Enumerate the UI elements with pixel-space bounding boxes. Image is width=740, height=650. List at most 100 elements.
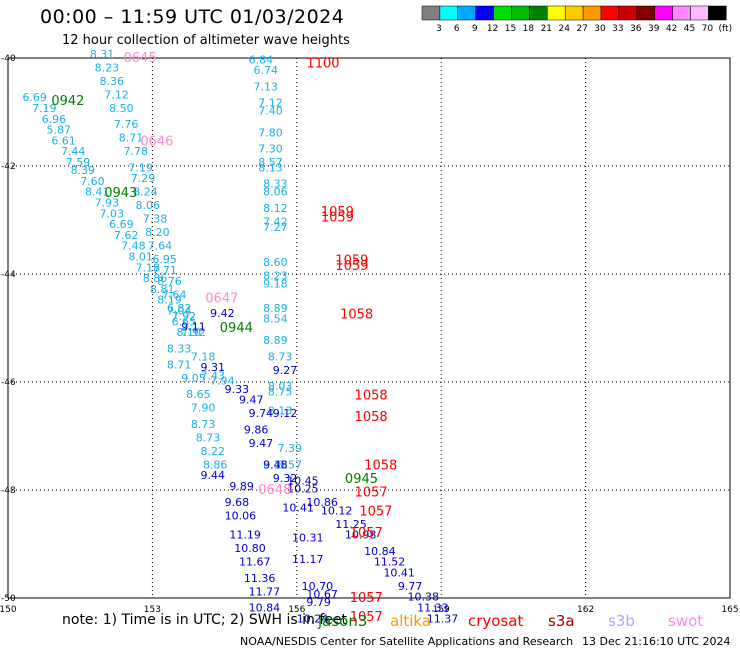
wave-height-value: 11.52 (374, 556, 406, 569)
wave-height-value: 11.25 (335, 518, 367, 531)
pass-time-label: 1057 (350, 526, 383, 541)
satellite-jason3: jason3 (318, 612, 368, 630)
wave-height-value: 8.54 (263, 313, 288, 326)
map-frame (7, 57, 731, 599)
latitude-tick-label: -40 (1, 54, 16, 64)
colorbar-label: 42 (666, 24, 677, 34)
wave-height-value: 8.60 (263, 256, 288, 269)
wave-height-value: 6.96 (42, 113, 66, 126)
pass-time-label: 0646 (140, 135, 173, 150)
wave-height-value: 8.81 (150, 283, 175, 296)
wave-height-value: 7.44 (61, 145, 86, 158)
wave-height-value: 8.23 (95, 62, 120, 75)
map-axis-ticks: 150 153 156 159 162 165 -40 -42 -44 -46 -48 -50 (0, 54, 739, 615)
pass-time-label: 0647 (205, 291, 238, 306)
wave-height-value: 8.23 (263, 269, 288, 282)
wave-height-value: 7.64 (148, 240, 173, 253)
latitude-tick-label: -48 (1, 486, 16, 496)
wave-height-value: 6.74 (253, 64, 277, 77)
wave-height-value: 9.12 (273, 407, 298, 420)
longitude-tick-label: 162 (577, 605, 594, 615)
wave-height-value: 10.38 (408, 591, 440, 604)
wave-height-value: 8.57 (258, 156, 283, 169)
wave-height-value: 10.24 (297, 612, 329, 625)
wave-height-value: 9.27 (273, 364, 298, 377)
wave-height-value: 10.45 (287, 475, 319, 488)
wave-height-value: 10.25 (287, 483, 319, 496)
footer-note: note: 1) Time is in UTC; 2) SWH is in fe… (62, 612, 348, 628)
wave-height-value: 11.17 (292, 553, 324, 566)
wave-height-value: 7.62 (114, 229, 139, 242)
wave-height-value: 8.65 (186, 388, 211, 401)
wave-height-value: 11.33 (417, 602, 449, 615)
wave-height-value: 8.01 (128, 251, 153, 264)
pass-time-label: 1059 (335, 254, 368, 269)
wave-height-value: 7.12 (104, 89, 128, 102)
wave-height-value: 7.40 (258, 105, 283, 118)
wave-height-value: 8.75 (268, 386, 293, 399)
wave-height-value: 10.41 (383, 566, 415, 579)
wave-height-value: 10.06 (225, 510, 257, 523)
map-title: 00:00 – 11:59 UTC 01/03/2024 (40, 6, 345, 28)
wave-height-value: 8.03 (268, 380, 293, 393)
wave-height-value: 7.80 (258, 126, 283, 139)
wave-height-value: 8.13 (268, 404, 293, 417)
wave-height-value: 9.77 (398, 580, 423, 593)
wave-height-value: 8.39 (71, 164, 96, 177)
wave-height-value: 8.12 (263, 202, 288, 215)
pass-time-label: 0945 (345, 472, 378, 487)
wave-height-value: 10.80 (234, 542, 266, 555)
pass-time-label: 1100 (306, 56, 339, 71)
wave-height-value: 7.48 (121, 240, 146, 253)
wave-height-value: 6.69 (109, 218, 134, 231)
pass-time-label: 1058 (340, 308, 373, 323)
colorbar-label: 12 (487, 24, 498, 34)
wave-height-value: 8.19 (157, 294, 182, 307)
wave-height-value: 8.71 (119, 132, 144, 145)
wave-height-value: 8.10 (176, 326, 201, 339)
pass-time-label: 1057 (355, 486, 388, 501)
longitude-tick-label: 153 (144, 605, 161, 615)
wave-height-value: 7.43 (201, 369, 226, 382)
wave-height-value: 8.06 (136, 199, 161, 212)
pass-time-label: 1057 (350, 610, 383, 625)
wave-height-value: 6.84 (249, 53, 274, 66)
colorbar-label: 36 (630, 24, 642, 34)
wave-height-value: 10.84 (249, 602, 281, 615)
wave-height-value: 9.74 (249, 407, 274, 420)
color-scale-legend: 3 6 9 12 15 18 21 24 27 30 33 36 39 42 45 70 (ft) (421, 5, 732, 34)
wave-height-values: 8.318.238.367.128.507.768.717.787.197.29… (22, 48, 458, 625)
wave-height-value: 8.31 (90, 48, 115, 61)
wave-height-value: 11.19 (229, 529, 261, 542)
colorbar-label: 18 (523, 24, 535, 34)
wave-height-value: 7.12 (258, 97, 283, 110)
wave-height-value: 10.67 (306, 588, 338, 601)
colorbar-label: 3 (436, 24, 442, 34)
wave-height-value: 9.32 (273, 472, 298, 485)
wave-height-value: 10.84 (364, 545, 396, 558)
longitude-tick-label: 156 (288, 605, 305, 615)
latitude-tick-label: -46 (1, 378, 16, 388)
wave-height-value: 8.50 (109, 102, 134, 115)
wave-height-value: 6.82 (167, 302, 192, 315)
wave-height-value: 7.19 (128, 161, 153, 174)
colorbar-label: 15 (505, 24, 516, 34)
map-subtitle: 12 hour collection of altimeter wave hei… (62, 33, 350, 48)
wave-height-value: 7.30 (258, 143, 283, 156)
satellite-swot: swot (668, 612, 704, 630)
pass-time-label: 1059 (321, 210, 354, 225)
wave-height-value: 7.13 (253, 80, 277, 93)
wave-height-value: 6.69 (22, 91, 47, 104)
wave-height-value: 7.42 (263, 215, 288, 228)
wave-height-value: 11.37 (427, 612, 459, 625)
wave-height-value: 8.86 (143, 272, 168, 285)
wave-height-value: 8.22 (201, 445, 226, 458)
pass-time-label: 0943 (104, 186, 137, 201)
pass-time-label: 0645 (124, 51, 157, 66)
pass-time-label: 0942 (51, 94, 84, 109)
wave-height-value: 8.33 (167, 342, 192, 355)
satellite-altika: altika (390, 612, 432, 630)
wave-height-value: 9.05 (181, 372, 206, 385)
wave-height-value: 9.79 (306, 596, 331, 609)
colorbar-label: 30 (594, 24, 606, 34)
